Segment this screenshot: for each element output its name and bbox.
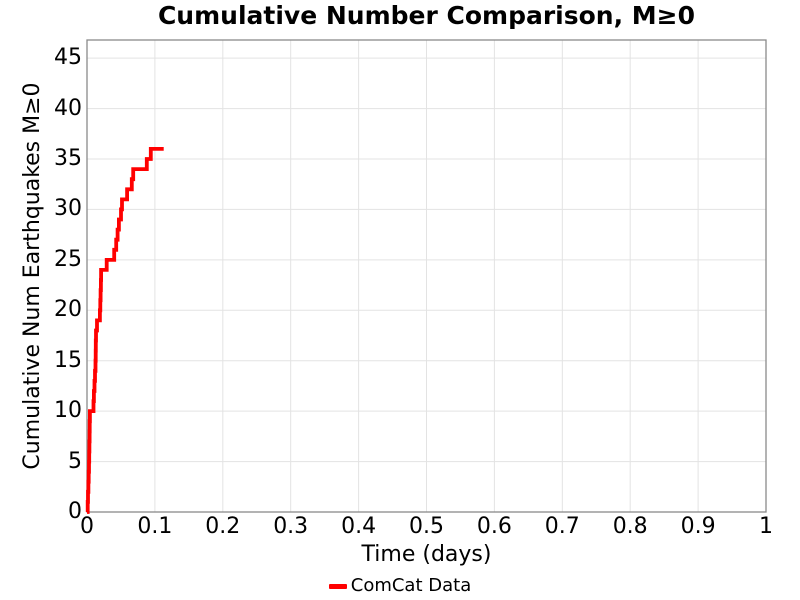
x-tick-label: 0.5 xyxy=(409,514,444,539)
x-tick-label: 0.2 xyxy=(205,514,241,539)
y-tick-label: 10 xyxy=(54,398,82,424)
x-tick-label: 0.6 xyxy=(476,514,512,539)
x-tick-label: 0.4 xyxy=(341,514,377,539)
y-tick-label: 45 xyxy=(54,45,82,71)
x-tick-label: 0.7 xyxy=(544,514,580,539)
series-line xyxy=(85,147,164,514)
x-tick-label: 0.8 xyxy=(612,514,648,539)
x-tick-label: 0 xyxy=(80,514,94,539)
axes-spines xyxy=(86,39,767,513)
y-tick-label: 0 xyxy=(68,499,82,524)
y-tick-label: 30 xyxy=(54,196,82,222)
legend-line-marker-icon xyxy=(328,583,347,589)
legend-label: ComCat Data xyxy=(350,575,472,596)
y-tick-label: 35 xyxy=(54,146,82,171)
y-tick-label: 20 xyxy=(54,297,82,323)
y-tick-label: 15 xyxy=(54,347,82,373)
x-axis-label: Time (days) xyxy=(361,542,492,567)
x-tick-label: 0.1 xyxy=(137,514,173,539)
x-tick-label: 0.3 xyxy=(273,514,309,539)
y-tick-label: 25 xyxy=(54,246,82,272)
y-tick-label: 40 xyxy=(54,95,82,121)
x-tick-label: 0.9 xyxy=(680,514,716,539)
legend: ComCat Data xyxy=(0,575,800,597)
x-tick-label: 1 xyxy=(759,514,773,539)
chart-title: Cumulative Number Comparison, M≥0 xyxy=(157,1,696,30)
y-tick-label: 5 xyxy=(68,448,82,474)
